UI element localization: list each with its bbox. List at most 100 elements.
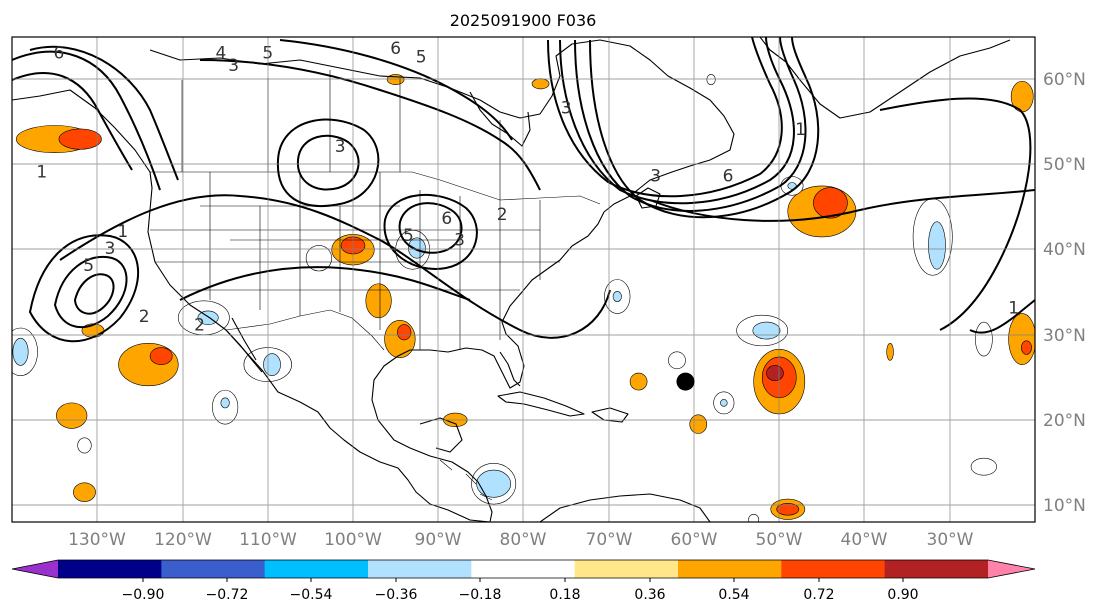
positive-anomaly-region	[813, 187, 848, 219]
lon-tick-label: 70°W	[586, 530, 633, 550]
colorbar-segment	[161, 560, 266, 578]
location-marker	[676, 372, 695, 391]
negative-anomaly-region	[612, 291, 622, 302]
lon-tick-label: 80°W	[500, 530, 547, 550]
contour-atlantic-2	[879, 97, 1032, 331]
contour-ridge-east-4	[547, 37, 783, 198]
us-mexico-border	[225, 309, 385, 351]
negative-anomaly-region	[408, 237, 426, 259]
colorbar-segment	[58, 560, 162, 578]
central-america-borders	[439, 459, 493, 501]
contour-label: 6	[390, 39, 401, 59]
lat-tick-label: 60°N	[1043, 70, 1086, 90]
negative-anomaly-region	[975, 321, 993, 357]
positive-anomaly-region	[629, 372, 648, 391]
baja-coastline	[225, 317, 263, 373]
colorbar-label: −0.72	[206, 587, 249, 603]
positive-anomaly-region	[73, 482, 96, 502]
contour-ridge-east-2	[574, 37, 807, 212]
colorbar-segment	[884, 560, 989, 578]
colorbar-ticks	[142, 578, 904, 582]
contour-ridge-east-3	[589, 37, 820, 219]
positive-anomaly-region	[365, 283, 392, 319]
colorbar-segment	[471, 560, 576, 578]
yucatan-coastline	[419, 417, 463, 453]
positive-anomaly-region	[149, 347, 173, 365]
positive-anomaly-region	[776, 502, 800, 516]
negative-anomaly-region	[752, 321, 781, 340]
colorbar-segment	[574, 560, 679, 578]
contour-rockies-low	[296, 134, 360, 191]
colorbar-segments	[11, 559, 1036, 579]
colorbar-segment	[368, 560, 472, 578]
contour-label: 1	[795, 120, 806, 140]
contour-rockies-low-2	[276, 118, 380, 208]
contour-atlantic	[649, 189, 1035, 222]
colorbar-extend-low	[12, 560, 58, 578]
gridlines	[12, 37, 1035, 522]
colorbar-label: 0.72	[803, 587, 834, 603]
contour-label: 3	[228, 56, 239, 76]
negative-anomaly-region	[928, 221, 946, 270]
contour-label: 6	[441, 209, 452, 229]
lat-tick-label: 10°N	[1043, 496, 1086, 516]
colorbar-segment	[678, 560, 782, 578]
negative-anomaly-region	[706, 74, 716, 85]
negative-anomaly-region	[668, 351, 686, 370]
contour-label: 1	[117, 222, 128, 242]
colorbar-segment	[781, 560, 886, 578]
positive-anomaly-region	[58, 128, 102, 150]
contour-label: 2	[194, 316, 205, 336]
negative-anomaly-region	[305, 245, 332, 272]
colorbar-label: 0.90	[887, 587, 918, 603]
lon-tick-label: 30°W	[927, 530, 974, 550]
contour-label: 1	[1008, 299, 1019, 319]
lat-tick-label: 20°N	[1043, 411, 1086, 431]
colorbar-extend-high	[988, 560, 1035, 578]
contour-label: 5	[403, 226, 414, 246]
lon-tick-label: 130°W	[68, 530, 126, 550]
lat-tick-label: 30°N	[1043, 326, 1086, 346]
colorbar-label: −0.54	[290, 587, 333, 603]
contour-low-pacific-core	[73, 273, 115, 315]
lon-tick-label: 110°W	[239, 530, 297, 550]
positive-anomaly-region	[1021, 340, 1032, 355]
contour-ridge-east	[559, 37, 795, 205]
lat-tick-label: 50°N	[1043, 155, 1086, 175]
contour-north-central-2	[279, 39, 513, 141]
contour-alaska-ridge	[12, 50, 161, 191]
contour-label: 4	[215, 43, 226, 63]
colorbar-outline	[11, 559, 1036, 579]
contour-alaska-ridge-3	[29, 45, 179, 181]
contour-low-pacific	[28, 234, 139, 343]
coastlines	[12, 37, 1011, 522]
colorbar-labels: −0.90 −0.72 −0.54 −0.36 −0.18 0.18 0.36 …	[122, 587, 919, 603]
negative-anomaly-region	[720, 399, 728, 407]
colorbar-label: 0.36	[634, 587, 665, 603]
map-frame	[11, 36, 1036, 523]
lon-tick-label: 120°W	[154, 530, 212, 550]
contour-north-central	[199, 59, 541, 191]
canada-north-coastline	[149, 39, 735, 189]
longitude-axis: 130°W 120°W 110°W 100°W 90°W 80°W 70°W 6…	[68, 530, 974, 550]
negative-anomaly-region	[476, 469, 512, 498]
colorbar-label: 0.54	[718, 587, 749, 603]
contour-label: 2	[139, 307, 150, 327]
positive-anomaly-region	[56, 402, 88, 429]
positive-anomaly-region	[1008, 313, 1035, 365]
lon-tick-label: 60°W	[671, 530, 718, 550]
contour-label: 3	[561, 99, 572, 119]
colorbar: −0.90 −0.72 −0.54 −0.36 −0.18 0.18 0.36 …	[11, 559, 1036, 603]
newfoundland-coastline	[635, 187, 661, 209]
map-panel: 61345365135225362363111	[11, 36, 1036, 523]
map-title: 2025091900 F036	[450, 11, 597, 30]
lon-tick-label: 100°W	[324, 530, 382, 550]
contour-label: 3	[335, 137, 346, 157]
greenland-coastline	[759, 37, 1011, 119]
height-contours	[12, 37, 1035, 343]
contour-label: 2	[497, 205, 508, 225]
contour-label: 6	[723, 167, 734, 187]
contour-label: 5	[416, 48, 427, 68]
colorbar-label: −0.36	[375, 587, 418, 603]
